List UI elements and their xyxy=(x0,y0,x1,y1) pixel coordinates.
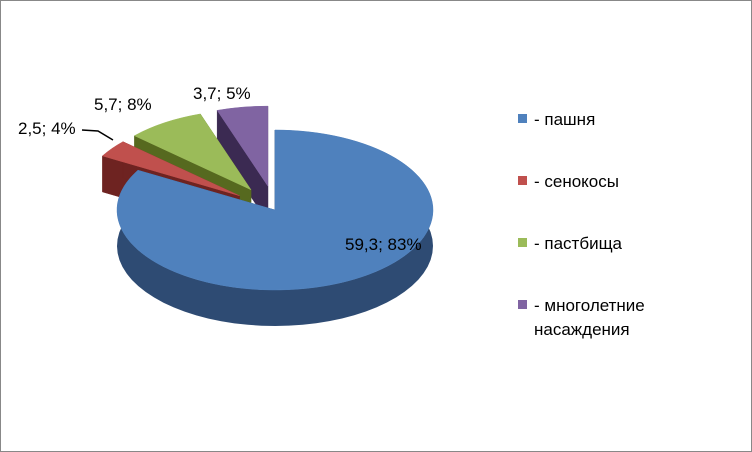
legend-item-mnogoletnie: - многолетние насаждения xyxy=(518,294,738,356)
legend-swatch xyxy=(518,114,527,123)
legend-label: - пашня xyxy=(534,110,596,129)
slice-3 xyxy=(216,105,269,187)
data-label-0: 59,3; 83% xyxy=(345,235,422,254)
leader-line xyxy=(81,129,114,141)
slice-0 xyxy=(116,129,434,291)
legend-item-senokosy: - сенокосы xyxy=(518,170,738,232)
legend-item-pashnya: - пашня xyxy=(518,108,738,170)
legend-swatch xyxy=(518,176,527,185)
data-label-1: 2,5; 4% xyxy=(18,119,76,138)
data-label-2: 5,7; 8% xyxy=(94,95,152,114)
legend-label: - пастбища xyxy=(534,234,623,253)
data-label-3: 3,7; 5% xyxy=(193,84,251,103)
legend: - пашня - сенокосы - пастбища - многолет… xyxy=(518,108,738,356)
legend-label: - сенокосы xyxy=(534,172,619,191)
legend-swatch xyxy=(518,300,527,309)
legend-item-pastbischa: - пастбища xyxy=(518,232,738,294)
legend-swatch xyxy=(518,238,527,247)
data-labels: 59,3; 83% 2,5; 4% 5,7; 8% 3,7; 5% xyxy=(18,84,422,254)
pie-tops xyxy=(101,105,434,291)
legend-label: - многолетние насаждения xyxy=(534,296,645,339)
slice-1 xyxy=(101,141,240,196)
slice-2 xyxy=(133,113,252,191)
